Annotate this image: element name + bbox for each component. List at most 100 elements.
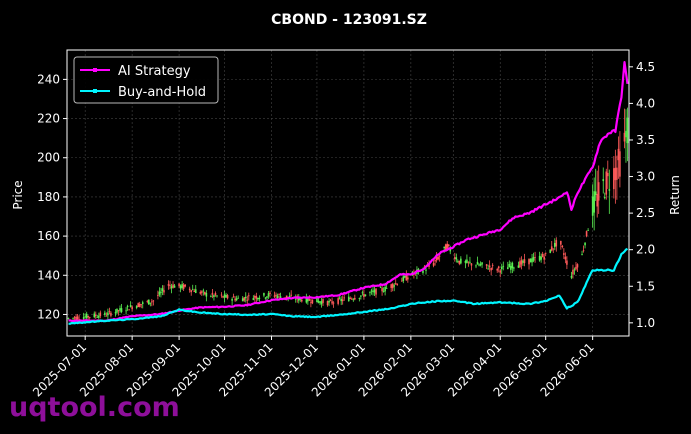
candle-body-239: [575, 266, 577, 270]
candle-body-73: [223, 294, 226, 298]
candle-body-14: [98, 315, 100, 318]
candle-body-127: [338, 297, 341, 299]
candle-body-76: [231, 298, 233, 301]
candle-body-128: [340, 298, 342, 302]
legend-marker-buy-and-hold: [93, 89, 97, 93]
candle-body-130: [343, 297, 346, 299]
candle-body-200: [491, 265, 494, 267]
candle-body-126: [337, 298, 339, 304]
left-tick-label-0: 120: [37, 307, 60, 321]
candle-body-12: [94, 314, 97, 317]
candle-body-1: [72, 317, 74, 319]
candle-body-226: [549, 249, 552, 253]
candle-body-69: [214, 293, 217, 296]
candle-body-231: [560, 240, 562, 245]
candle-body-224: [543, 256, 545, 260]
candle-body-19: [108, 311, 111, 312]
legend: AI Strategy Buy-and-Hold: [73, 56, 219, 104]
candle-body-9: [87, 316, 90, 318]
candle-body-182: [455, 257, 458, 260]
candle-body-183: [457, 261, 459, 263]
candle-body-234: [564, 256, 567, 260]
candle-body-32: [137, 303, 139, 308]
candle-body-144: [373, 289, 376, 293]
candle-body-91: [263, 293, 265, 296]
candle-body-243: [584, 242, 586, 246]
candle-body-20: [110, 312, 112, 316]
candle-body-217: [529, 258, 532, 263]
candle-body-193: [478, 264, 480, 266]
candle-body-79: [235, 298, 238, 301]
candle-body-57: [190, 290, 193, 293]
candle-body-227: [550, 246, 553, 251]
candle-body-151: [390, 284, 392, 288]
candle-body-41: [157, 295, 159, 297]
candle-body-131: [347, 296, 350, 302]
candle-body-62: [201, 291, 203, 293]
candle-body-4: [76, 316, 79, 320]
candle-body-102: [285, 295, 288, 299]
candle-body-100: [279, 296, 282, 299]
candle-body-178: [446, 243, 449, 250]
candle-body-23: [117, 310, 120, 312]
candle-body-39: [151, 301, 153, 303]
candle-body-71: [220, 294, 223, 296]
candle-body-55: [184, 284, 186, 287]
candle-body-174: [437, 256, 439, 260]
candle-body-27: [126, 305, 129, 308]
candle-body-166: [422, 270, 424, 273]
candle-body-160: [407, 277, 409, 280]
candle-body-68: [213, 295, 215, 298]
candle-body-211: [517, 265, 520, 268]
candle-body-85: [247, 295, 250, 297]
candle-body-238: [573, 269, 576, 271]
left-tick-label-2: 160: [37, 229, 60, 243]
candle-body-254: [606, 172, 609, 177]
candle-body-205: [502, 265, 505, 267]
candle-body-133: [350, 298, 353, 300]
candle-body-77: [232, 296, 235, 298]
candle-body-216: [528, 258, 530, 265]
right-tick-label-2: 2.0: [636, 243, 655, 257]
candle-body-105: [290, 294, 292, 296]
candle-body-214: [522, 260, 524, 263]
candle-body-5: [78, 319, 80, 320]
candle-body-246: [591, 196, 594, 216]
candle-body-6: [82, 317, 85, 319]
series-line-buy-and-hold: [68, 247, 629, 325]
right-tick-label-4: 3.0: [636, 170, 655, 184]
candle-body-149: [384, 286, 386, 292]
candle-body-116: [316, 297, 318, 303]
candle-body-16: [104, 312, 106, 315]
candle-body-138: [361, 292, 364, 294]
y-axis-label-price: Price: [11, 180, 25, 209]
candle-body-259: [617, 148, 620, 161]
candle-body-67: [211, 292, 214, 295]
candle-body-190: [470, 263, 473, 266]
candle-body-129: [341, 299, 344, 302]
candle-body-230: [555, 240, 558, 247]
candle-body-59: [193, 290, 196, 292]
candle-body-29: [129, 305, 132, 307]
candle-body-185: [460, 258, 462, 264]
candle-body-188: [467, 261, 470, 263]
candle-body-93: [266, 296, 268, 298]
candle-body-123: [329, 299, 332, 301]
candle-body-170: [428, 264, 430, 267]
candle-body-236: [570, 276, 573, 278]
candle-body-40: [152, 300, 155, 302]
candle-body-229: [553, 243, 556, 247]
candle-body-189: [469, 261, 471, 263]
candle-body-80: [237, 297, 239, 299]
candle-body-247: [593, 191, 595, 213]
candle-body-249: [596, 193, 598, 207]
candle-body-21: [114, 312, 117, 314]
candle-body-78: [234, 298, 236, 301]
candle-body-96: [273, 295, 276, 297]
candle-body-242: [582, 250, 585, 252]
candle-body-256: [613, 168, 615, 190]
candle-body-152: [391, 283, 394, 289]
candle-body-47: [169, 285, 171, 287]
candle-body-197: [487, 268, 489, 270]
candle-body-241: [581, 254, 583, 256]
